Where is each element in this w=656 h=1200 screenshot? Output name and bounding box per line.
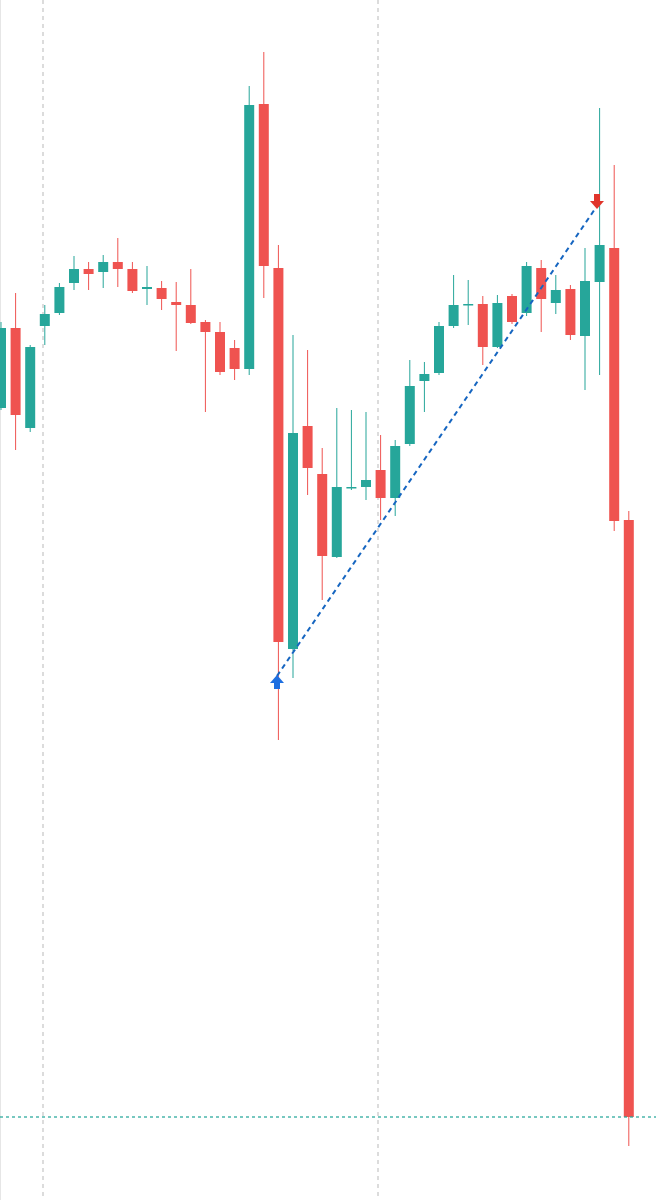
candle-body <box>244 105 255 369</box>
candle-body <box>25 347 36 428</box>
candle-body <box>288 433 298 649</box>
candle-body <box>200 322 211 332</box>
candle-body <box>565 289 576 335</box>
candle-body <box>448 305 459 326</box>
candle-body <box>54 287 65 313</box>
candle-body <box>10 328 21 415</box>
buy-marker <box>270 675 284 689</box>
candle-body <box>69 269 79 283</box>
candle-body <box>273 268 284 642</box>
candle-body <box>331 487 342 557</box>
candle-body <box>419 374 430 381</box>
candle-body <box>521 266 532 313</box>
candle-body <box>127 269 138 291</box>
candle-body <box>609 248 620 521</box>
candle-body <box>580 281 590 336</box>
candle-body <box>215 332 225 372</box>
candle-body <box>83 269 94 274</box>
candle-body <box>142 287 152 289</box>
candle-body <box>375 470 386 498</box>
candle-body <box>98 262 109 272</box>
candle-body <box>492 303 503 347</box>
candle-body <box>171 302 182 305</box>
candle-body <box>258 104 269 266</box>
candle-body <box>434 326 444 373</box>
candle-body <box>346 487 357 489</box>
candle-body <box>536 268 547 299</box>
sell-marker <box>590 194 604 209</box>
candle-body <box>507 296 517 322</box>
candle-body <box>550 290 561 303</box>
candle-body <box>477 304 488 347</box>
candle-body <box>594 245 605 282</box>
trend-line <box>276 205 598 677</box>
candles <box>0 52 634 1146</box>
candle-body <box>463 304 474 306</box>
candle-body <box>390 446 401 498</box>
candle-body <box>361 480 371 487</box>
candle-body <box>229 348 240 369</box>
candle-body <box>404 386 415 444</box>
candle-body <box>156 288 167 299</box>
candle-body <box>185 305 196 323</box>
candle-body <box>623 520 634 1117</box>
candle-body <box>39 314 50 326</box>
candle-body <box>0 328 6 408</box>
candle-body <box>302 426 313 468</box>
candle-body <box>112 262 123 269</box>
candle-body <box>317 474 328 556</box>
